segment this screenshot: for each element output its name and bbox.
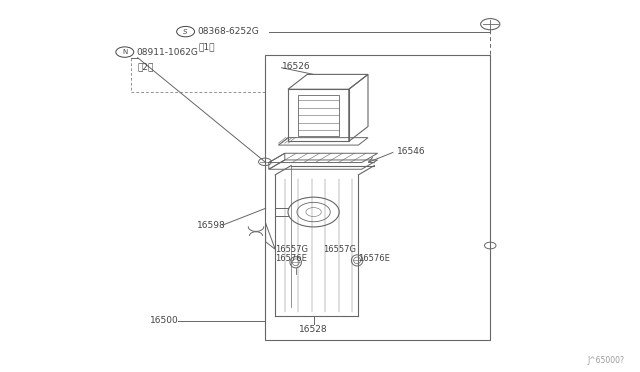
Text: 16546: 16546 (397, 147, 426, 156)
Text: 16557G: 16557G (275, 245, 308, 254)
Text: 16557G: 16557G (323, 245, 356, 254)
Text: 16528: 16528 (300, 325, 328, 334)
Text: J^65000?: J^65000? (587, 356, 624, 365)
Text: 16576E: 16576E (358, 254, 390, 263)
Text: 16598: 16598 (197, 221, 226, 230)
Text: （2）: （2） (138, 62, 154, 71)
Text: 16576E: 16576E (275, 254, 307, 263)
Text: N: N (122, 49, 127, 55)
Text: S: S (183, 29, 188, 35)
Text: （1）: （1） (198, 42, 215, 51)
Text: 08911-1062G: 08911-1062G (136, 48, 198, 57)
Text: 08368-6252G: 08368-6252G (197, 27, 259, 36)
Text: 16526: 16526 (282, 62, 310, 71)
Bar (265, 55, 490, 340)
Text: 16500: 16500 (150, 316, 179, 325)
